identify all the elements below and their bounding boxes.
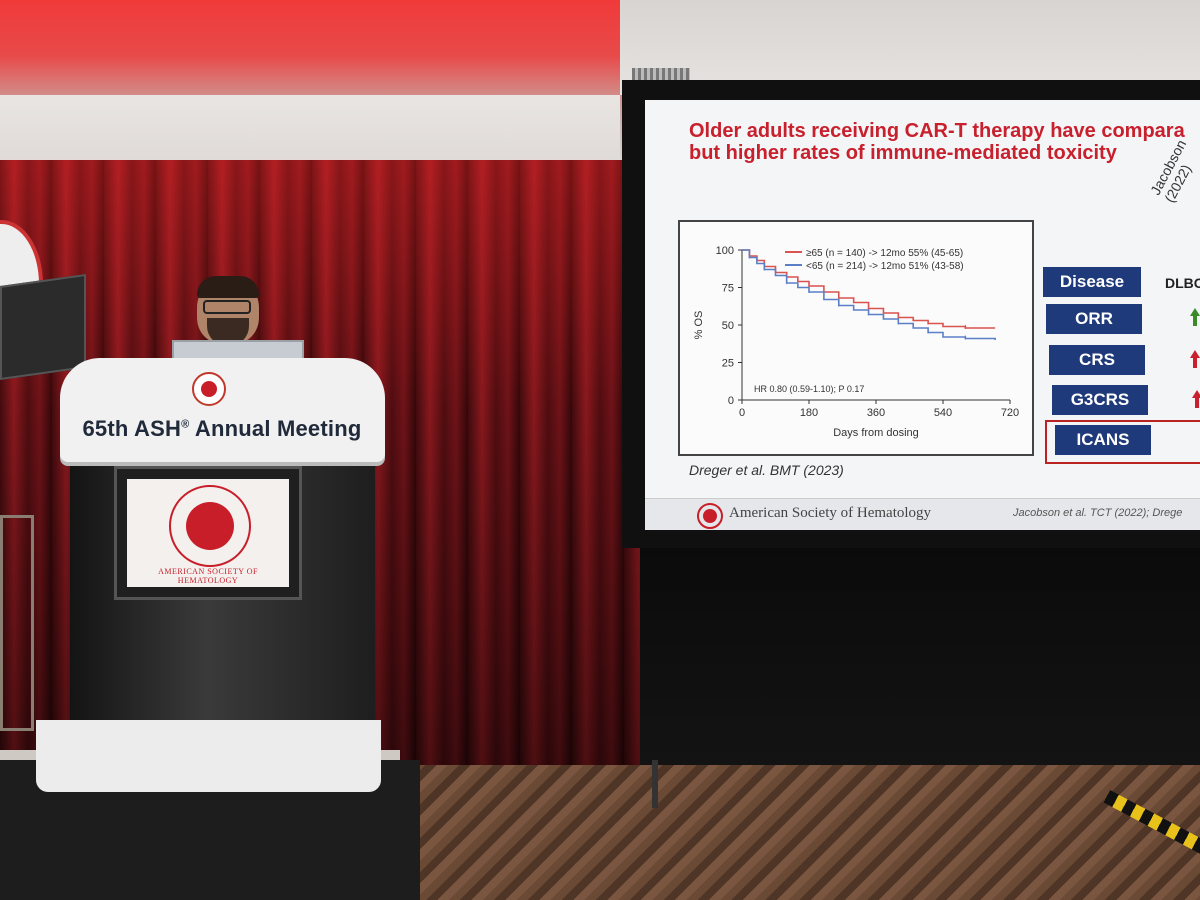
podium-screen: AMERICAN SOCIETY OF HEMATOLOGY xyxy=(114,466,302,600)
screen-skirt xyxy=(640,548,1200,788)
row-label-g3crs: G3CRS xyxy=(1052,385,1148,415)
x-tick-label: 720 xyxy=(1001,407,1019,419)
chart-citation: Dreger et al. BMT (2023) xyxy=(689,462,844,478)
x-tick-label: 180 xyxy=(800,407,818,419)
row-label-crs: CRS xyxy=(1049,345,1145,375)
up-arrow-red-icon xyxy=(1192,390,1200,408)
confidence-monitor xyxy=(0,273,86,381)
up-arrow-red-icon xyxy=(1190,350,1200,368)
slide: Older adults receiving CAR-T therapy hav… xyxy=(645,100,1200,530)
y-tick-label: 0 xyxy=(728,395,734,407)
podium-banner-text: 65th ASH® Annual Meeting xyxy=(82,416,362,441)
screen-leg xyxy=(652,760,658,808)
survival-chart: 0 25 50 75 100 0 180 360 540 720 Days from dosing%… xyxy=(678,220,1034,456)
y-tick-label: 100 xyxy=(716,245,734,257)
up-arrow-green-icon xyxy=(1190,308,1200,326)
ash-logo-icon xyxy=(697,503,723,529)
y-tick-label: 25 xyxy=(722,358,734,370)
legend-label-1: <65 (n = 214) -> 12mo 51% (43-58) xyxy=(806,261,964,272)
row-label-orr: ORR xyxy=(1046,304,1142,334)
x-tick-label: 0 xyxy=(739,407,745,419)
row-label-disease: Disease xyxy=(1043,267,1141,297)
y-axis-label: % OS xyxy=(693,311,705,340)
ash-logo-caption: AMERICAN SOCIETY OF HEMATOLOGY xyxy=(158,567,258,585)
carpet-floor xyxy=(380,765,1200,900)
podium-base xyxy=(36,720,381,792)
slide-footer: American Society of Hematology Jacobson … xyxy=(645,498,1200,530)
footer-references: Jacobson et al. TCT (2022); Drege xyxy=(1013,507,1183,519)
ceiling-right xyxy=(620,0,1200,95)
legend-label-0: ≥65 (n = 140) -> 12mo 55% (45-65) xyxy=(806,248,963,259)
x-axis-label: Days from dosing xyxy=(833,427,919,439)
table-column-header: DLBC xyxy=(1165,275,1200,291)
podium-top xyxy=(60,358,385,462)
slide-title: Older adults receiving CAR-T therapy hav… xyxy=(689,120,1185,164)
x-tick-label: 540 xyxy=(934,407,952,419)
y-tick-label: 50 xyxy=(722,320,734,332)
y-tick-label: 75 xyxy=(722,283,734,295)
icans-highlight-frame xyxy=(1045,420,1200,464)
ash-logo-icon xyxy=(192,372,226,406)
x-tick-label: 360 xyxy=(867,407,885,419)
speaker-glasses xyxy=(203,300,251,314)
hazard-ratio-annotation: HR 0.80 (0.59-1.10); P 0.17 xyxy=(754,384,864,394)
footer-organization: American Society of Hematology xyxy=(729,505,932,521)
chair xyxy=(0,515,34,731)
speaker-hair xyxy=(197,276,259,298)
survival-chart-svg: 0 25 50 75 100 0 180 360 540 720 Days from dosing%… xyxy=(693,245,1019,439)
row-label-icans: ICANS xyxy=(1055,425,1151,455)
ash-logo-icon xyxy=(169,485,251,567)
